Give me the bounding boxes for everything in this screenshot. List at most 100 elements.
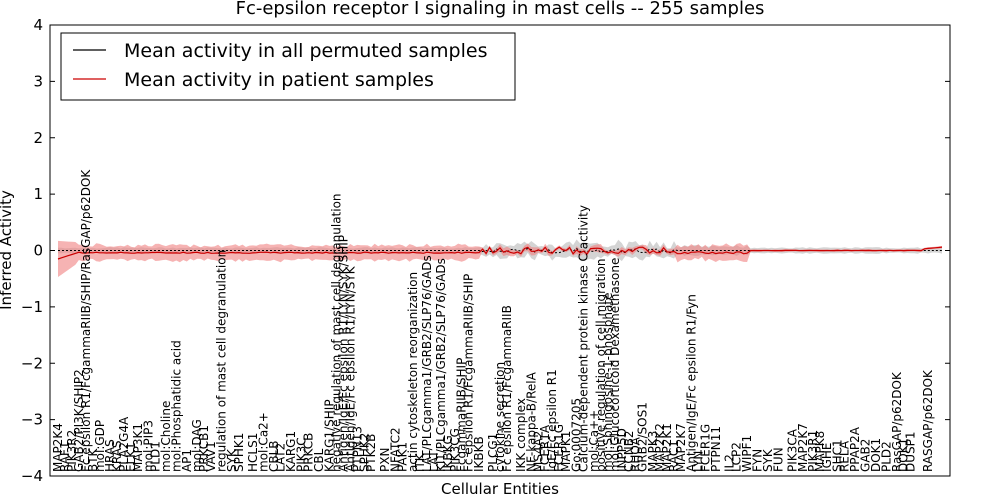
entity-label: SYK xyxy=(761,448,775,472)
entity-label: RHOA xyxy=(629,436,643,472)
entity-label: mol:Sphingosine-1-phosphate xyxy=(601,293,615,473)
entity-label: DOK1 xyxy=(869,438,883,472)
entity-label: GAB2 xyxy=(858,439,872,472)
entity-label: MS4A2 xyxy=(531,431,545,472)
entity-label: VAV1 xyxy=(204,441,218,472)
entity-label: PTK2B xyxy=(364,434,378,472)
entity-label: mol:DAG xyxy=(190,419,204,472)
entity-label: Fc epsilon R1/FcgammaRIIB/SHIP/RasGAP/p6… xyxy=(79,169,93,472)
entity-label: INPP5D xyxy=(615,428,629,472)
entity-label: ELK1 xyxy=(124,442,138,472)
entity-label: Antigen/IgE/Fc epsilon R1/LYN/SYK xyxy=(343,265,357,472)
entity-label: RELA xyxy=(838,440,852,472)
entity-label: DOK1 xyxy=(897,438,911,472)
entity-label: PLCG1 xyxy=(486,433,500,472)
entity-label: PLD1 xyxy=(148,441,162,472)
entity-label: IL2 xyxy=(723,454,737,472)
entity-label: FCER1A xyxy=(538,424,552,472)
entity-label: LCP2 xyxy=(730,442,744,472)
entity-label: CBLB xyxy=(267,440,281,472)
entity-label: mol:Ca2+ xyxy=(256,412,270,472)
legend-box xyxy=(60,32,516,101)
entity-label: MAP2K7 xyxy=(674,423,688,472)
entity-label: RASGAP/p62DOK xyxy=(921,369,935,472)
entity-label: LAT/PLCgamma1/GRB2/SLP76/GADs xyxy=(420,255,434,472)
entity-label: PAK1 xyxy=(396,442,410,472)
entity-label: RasGAP/p62DOK xyxy=(890,371,904,472)
entity-label: MAP2K2 xyxy=(653,423,667,472)
entity-label: LYN xyxy=(691,451,705,472)
entity-label: SPHK1 xyxy=(232,433,246,472)
entity-label: MAP2K7 xyxy=(796,423,810,472)
entity-label: IKBKG xyxy=(441,435,455,472)
confidence-bands xyxy=(58,239,942,277)
y-tick-label: 2 xyxy=(33,129,43,147)
entity-label: KARG1/SHIP xyxy=(323,399,337,472)
entity-label: KARG1 xyxy=(284,431,298,472)
entity-label: actin cytoskeleton reorganization xyxy=(406,272,420,472)
entity-label: MAPK1 xyxy=(559,431,573,472)
entity-label: mol:Glucocorticoid Dexamethasone xyxy=(608,258,622,472)
entity-label: positive regulation of cell migration xyxy=(594,259,608,472)
entity-label: Fc epsilon R1/FcgammaRIIB xyxy=(500,305,514,472)
entity-label: DUSP1 xyxy=(904,432,918,473)
y-axis-label: Inferred Activity xyxy=(0,190,15,310)
entity-label: Antigen/IgE/Fc epsilon R1/Fyn xyxy=(684,294,698,472)
y-tick-label: 4 xyxy=(33,16,43,34)
entity-label: MAP2K4 xyxy=(51,423,65,472)
entity-label: PIK3R2 xyxy=(65,430,79,472)
entity-label: PLA2G4A xyxy=(117,416,131,472)
y-tick-label: 0 xyxy=(33,242,43,260)
entity-label: KIT/PLCgamma1/GRB2/SLP76/GADs xyxy=(434,258,448,472)
entity-label: IGHE xyxy=(820,442,834,471)
entity-label: Antigen/IgE/Fc epsilon R1/LYN/SYK/SHIP xyxy=(336,235,350,472)
entity-label: SHC1 xyxy=(831,439,845,472)
entity-label: SPHK2 xyxy=(357,433,371,472)
entity-label: BTK xyxy=(86,447,100,472)
entity-label: PTPN13 xyxy=(350,426,364,472)
entity-label: FCER1G xyxy=(698,424,712,472)
y-tick-label: −4 xyxy=(21,467,43,485)
entity-label: PIK3C xyxy=(295,437,309,472)
entity-label: PLD2 xyxy=(879,441,893,472)
entity-label: cytokine secretion xyxy=(493,362,507,472)
entity-label: FcgammaRIIB/SHIP xyxy=(455,358,469,472)
entity-label: RAC1 xyxy=(667,440,681,472)
entity-label: mol:GDP xyxy=(93,420,107,472)
entity-label: Go:0007205 xyxy=(570,398,584,472)
entity-label: PPAP2A xyxy=(848,426,862,472)
y-tick-label: −3 xyxy=(21,411,43,429)
entity-label: MAP2K1 xyxy=(660,423,674,472)
entity-label: HCLS1 xyxy=(246,433,260,472)
entity-label: FCER1G xyxy=(552,424,566,472)
entity-label: IKBKB xyxy=(472,436,486,472)
legend: Mean activity in all permuted samples Me… xyxy=(60,32,516,101)
y-tick-label: 3 xyxy=(33,72,43,90)
entity-label: MAP3K1 xyxy=(131,423,145,472)
entity-label: FYN xyxy=(751,449,765,472)
entity-label: GRB2/SOS1 xyxy=(636,402,650,472)
entity-label: WIPF1 xyxy=(740,435,754,472)
entity-label: PRKCB xyxy=(302,433,316,472)
permuted-series-line xyxy=(58,247,942,254)
entity-label: HRAS xyxy=(103,439,117,472)
entity-label: mol:Choline xyxy=(159,401,173,472)
entity-label: LAT2 xyxy=(274,443,288,472)
legend-label-permuted: Mean activity in all permuted samples xyxy=(124,40,487,62)
entity-label: IKK complex xyxy=(514,398,528,472)
entity-label: PTPN11 xyxy=(709,426,723,472)
entity-label: PXN xyxy=(378,448,392,472)
entity-label: IgE/Fc epsilon R1 xyxy=(545,369,559,472)
entity-label: mol:Ca++ xyxy=(587,410,601,472)
entity-label: PIK3CG xyxy=(448,428,462,472)
y-tick-label: 1 xyxy=(33,185,43,203)
entity-label: negative regulation of mast cell degranu… xyxy=(329,193,343,472)
entity-label: MAPK3 xyxy=(646,431,660,472)
entity-label: AP1 xyxy=(180,449,194,472)
entity-label: NFATC2 xyxy=(389,427,403,472)
entity-label: KRAS xyxy=(110,440,124,472)
legend-label-patient: Mean activity in patient samples xyxy=(124,69,434,91)
entity-label: NF-kappa-B/RelA xyxy=(524,371,538,472)
